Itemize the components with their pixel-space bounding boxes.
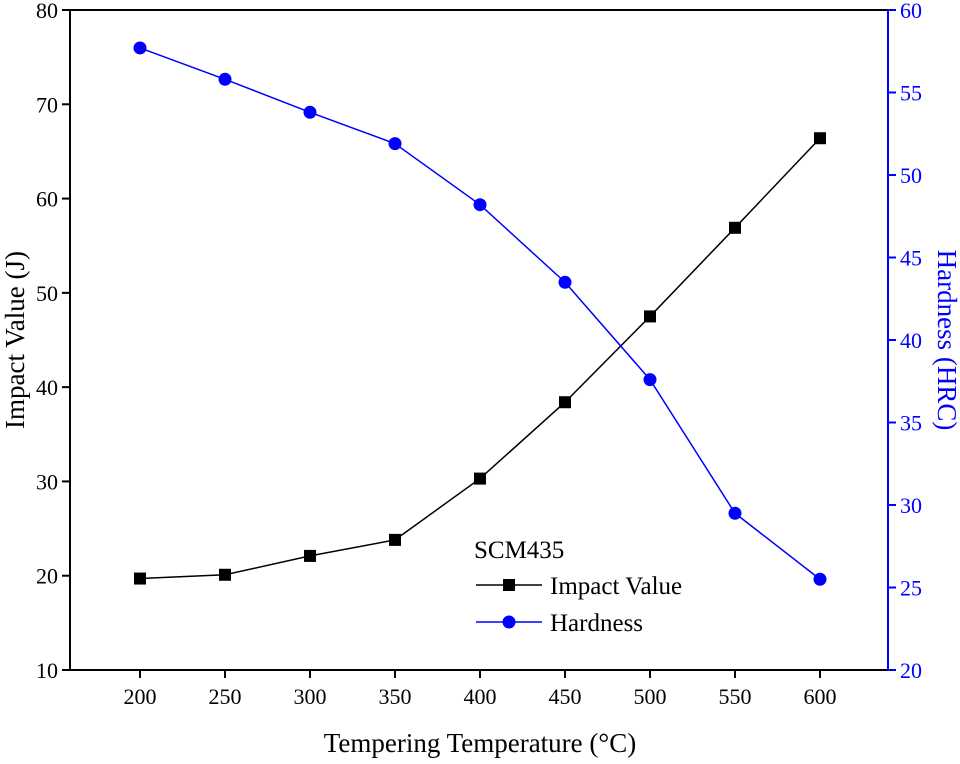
y-tick-label: 50 xyxy=(36,281,58,306)
x-tick-label: 250 xyxy=(209,684,242,709)
legend-label-hardness: Hardness xyxy=(550,610,643,637)
data-point-hardness xyxy=(388,137,402,151)
data-point-hardness xyxy=(218,72,232,86)
data-point-impact xyxy=(814,132,826,145)
y-tick-label: 80 xyxy=(36,0,58,23)
y2-tick-label: 35 xyxy=(900,411,922,436)
y-axis-label: Impact Value (J) xyxy=(0,251,30,429)
y2-tick-label: 20 xyxy=(900,658,922,683)
x-tick-label: 550 xyxy=(719,684,752,709)
data-point-hardness xyxy=(473,198,487,212)
y2-tick-label: 50 xyxy=(900,163,922,188)
data-point-hardness xyxy=(728,506,742,520)
x-axis-label: Tempering Temperature (°C) xyxy=(324,728,636,758)
data-point-impact xyxy=(729,221,741,234)
x-tick-label: 300 xyxy=(294,684,327,709)
x-tick-label: 600 xyxy=(804,684,837,709)
data-point-impact xyxy=(559,396,571,409)
y-tick-label: 10 xyxy=(36,658,58,683)
data-point-impact xyxy=(474,472,486,485)
x-tick-label: 350 xyxy=(379,684,412,709)
y2-tick-label: 25 xyxy=(900,576,922,601)
data-point-impact xyxy=(304,549,316,562)
data-point-hardness xyxy=(133,41,147,55)
x-tick-label: 200 xyxy=(124,684,157,709)
y2-tick-label: 30 xyxy=(900,493,922,518)
legend-marker-hardness xyxy=(502,615,516,629)
series-line-1 xyxy=(139,47,821,580)
y-tick-label: 60 xyxy=(36,187,58,212)
x-tick-label: 450 xyxy=(549,684,582,709)
legend-marker-impact xyxy=(503,579,515,591)
data-point-hardness xyxy=(558,275,572,289)
data-point-hardness xyxy=(303,105,317,119)
data-point-impact xyxy=(389,533,401,546)
y-tick-label: 70 xyxy=(36,92,58,117)
legend-title: SCM435 xyxy=(474,537,564,564)
data-point-impact xyxy=(134,572,146,585)
y2-tick-label: 40 xyxy=(900,328,922,353)
y-tick-label: 30 xyxy=(36,469,58,494)
x-tick-label: 500 xyxy=(634,684,667,709)
y2-tick-label: 60 xyxy=(900,0,922,23)
data-point-hardness xyxy=(643,373,657,387)
legend-label-impact: Impact Value xyxy=(550,573,682,600)
y2-tick-label: 55 xyxy=(900,81,922,106)
x-tick-label: 400 xyxy=(464,684,497,709)
data-point-impact xyxy=(644,310,656,323)
data-point-impact xyxy=(219,568,231,581)
y-tick-label: 20 xyxy=(36,564,58,589)
plot-area: 200 250 300 350 400 450 500 550 600 10 20 30 40 50 60 7… xyxy=(36,0,922,709)
data-point-hardness xyxy=(813,572,827,586)
y2-tick-label: 45 xyxy=(900,246,922,271)
y-tick-label: 40 xyxy=(36,375,58,400)
y2-axis-label: Hardness (HRC) xyxy=(932,250,960,431)
